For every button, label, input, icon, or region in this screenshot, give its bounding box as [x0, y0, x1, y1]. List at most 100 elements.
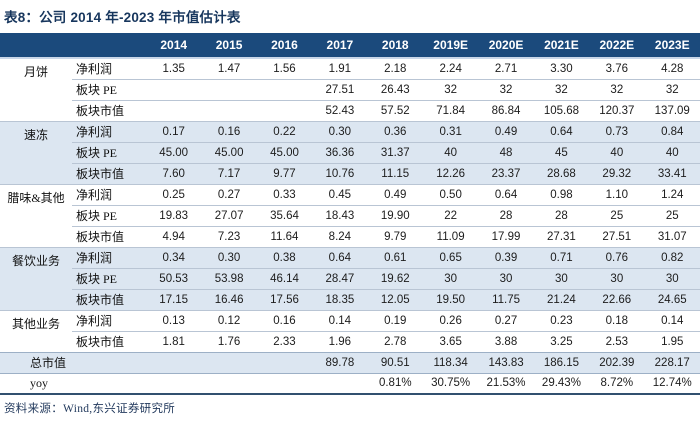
value-cell: 0.38 [256, 246, 313, 268]
year-column-header: 2022E [589, 33, 645, 59]
value-cell: 0.17 [146, 120, 202, 142]
value-cell: 0.81% [367, 372, 423, 395]
value-cell: 8.72% [589, 372, 645, 395]
year-column-header: 2021E [533, 33, 590, 59]
value-cell: 0.30 [201, 246, 257, 268]
value-cell: 3.76 [605, 62, 629, 75]
value-cell: 11.64 [256, 225, 313, 247]
metric-label-cell: 板块 PE [72, 78, 146, 100]
value-cell: 1.47 [217, 62, 241, 75]
value-cell: 57.52 [367, 99, 423, 121]
table-row: 板块市值 7.60 7.17 9.77 10.76 11.15 12.26 23.37 28.6… [0, 162, 700, 184]
value-cell: 186.15 [533, 351, 590, 373]
value-cell [146, 351, 202, 373]
value-cell: 19.83 [146, 204, 202, 226]
value-cell: 28 [533, 204, 590, 226]
table-row: 板块 PE 45.00 45.00 45.00 36.36 31.37 40 48 45 40 40 [0, 141, 700, 163]
value-cell: 30.75% [422, 372, 479, 395]
table-row: 餐饮业务 净利润 0.34 0.30 0.38 0.64 0.61 0.65 0.39 0.71 0… [0, 246, 700, 310]
value-cell: 17.56 [256, 288, 313, 310]
value-cell: 23.37 [478, 162, 534, 184]
value-cell: 2.33 [256, 330, 313, 352]
value-cell: 0.84 [644, 120, 700, 142]
value-cell: 2.78 [367, 330, 423, 352]
metric-label-cell: 板块 PE [72, 141, 146, 163]
value-cell: 18.35 [312, 288, 368, 310]
value-cell: 0.49 [367, 183, 423, 205]
value-cell: 4.94 [146, 225, 202, 247]
value-cell: 0.71 [533, 246, 590, 268]
value-cell: 0.31 [422, 120, 479, 142]
value-cell: 0.14 [312, 309, 368, 331]
year-column-header: 2014 [146, 33, 202, 59]
metric-label-cell: 净利润 [72, 183, 146, 205]
value-cell: 22 [422, 204, 479, 226]
year-column-header: 2019E [422, 33, 479, 59]
value-cell: 0.19 [367, 309, 423, 331]
group-label-cell: 速冻 [0, 120, 72, 184]
value-cell [146, 99, 202, 121]
value-cell: 4.28 [661, 62, 684, 75]
table-row: 速冻 净利润 0.17 0.16 0.22 0.30 0.36 0.31 0.49 0.64 0.7… [0, 120, 700, 184]
summary-label-cell: yoy [0, 372, 146, 395]
value-cell: 0.64 [478, 183, 534, 205]
value-cell: 29.43% [533, 372, 590, 395]
value-cell: 24.65 [644, 288, 700, 310]
value-cell: 19.50 [422, 288, 479, 310]
value-cell: 19.62 [367, 267, 423, 289]
value-cell: 9.79 [367, 225, 423, 247]
value-cell: 1.24 [644, 183, 700, 205]
value-cell: 45.00 [146, 141, 202, 163]
value-cell: 21.53% [478, 372, 534, 395]
table-row: 板块 PE 27.51 26.43 32 32 32 32 32 [0, 78, 700, 100]
value-cell: 0.14 [644, 309, 700, 331]
value-cell: 0.64 [312, 246, 368, 268]
value-cell: 0.26 [422, 309, 479, 331]
value-cell: 2.24 [439, 62, 462, 75]
value-cell: 48 [478, 141, 534, 163]
value-cell: 0.16 [256, 309, 313, 331]
year-column-header: 2020E [478, 33, 534, 59]
group-label-cell: 其他业务 [0, 309, 72, 352]
metric-label-cell: 板块市值 [72, 330, 146, 352]
metric-label-cell: 板块市值 [72, 288, 146, 310]
value-cell: 27.31 [533, 225, 590, 247]
value-cell: 25 [589, 204, 645, 226]
value-cell [312, 372, 368, 395]
year-column-header: 2017 [312, 33, 368, 59]
value-cell: 19.90 [367, 204, 423, 226]
value-cell: 1.96 [312, 330, 368, 352]
metric-label-cell: 净利润 [72, 309, 146, 331]
market-cap-estimate-table: 2014 2015 2016 2017 2018 2019E 2020E 2021E 2022E… [0, 33, 700, 395]
value-cell: 46.14 [256, 267, 313, 289]
table-row: 板块市值 52.43 57.52 71.84 86.84 105.68 120.37 137.… [0, 99, 700, 121]
value-cell: 27.07 [201, 204, 257, 226]
value-cell: 2.71 [494, 62, 518, 75]
value-cell: 0.49 [478, 120, 534, 142]
value-cell [146, 78, 202, 100]
header-spacer-cell [0, 33, 146, 59]
year-column-header: 2018 [367, 33, 423, 59]
value-cell: 0.18 [589, 309, 645, 331]
value-cell: 35.64 [256, 204, 313, 226]
group-label-cell: 月饼 [23, 65, 48, 79]
metric-label-cell: 净利润 [72, 246, 146, 268]
value-cell: 28.68 [533, 162, 590, 184]
year-column-header: 2023E [644, 33, 700, 59]
value-cell: 45.00 [201, 141, 257, 163]
value-cell [201, 78, 257, 100]
value-cell: 0.39 [478, 246, 534, 268]
value-cell: 40 [589, 141, 645, 163]
value-cell: 11.09 [422, 225, 479, 247]
table-body: 月饼 净利润 1.35 1.47 1.56 1.91 2.18 2.24 2.71 3.30 3.7… [0, 58, 700, 395]
value-cell: 0.98 [533, 183, 590, 205]
source-note: 资料来源：Wind,东兴证券研究所 [4, 403, 176, 415]
value-cell: 28 [478, 204, 534, 226]
value-cell: 0.23 [533, 309, 590, 331]
value-cell: 11.75 [478, 288, 534, 310]
value-cell [201, 351, 257, 373]
value-cell: 27.51 [312, 78, 368, 100]
value-cell: 0.27 [201, 183, 257, 205]
year-column-header: 2016 [256, 33, 313, 59]
